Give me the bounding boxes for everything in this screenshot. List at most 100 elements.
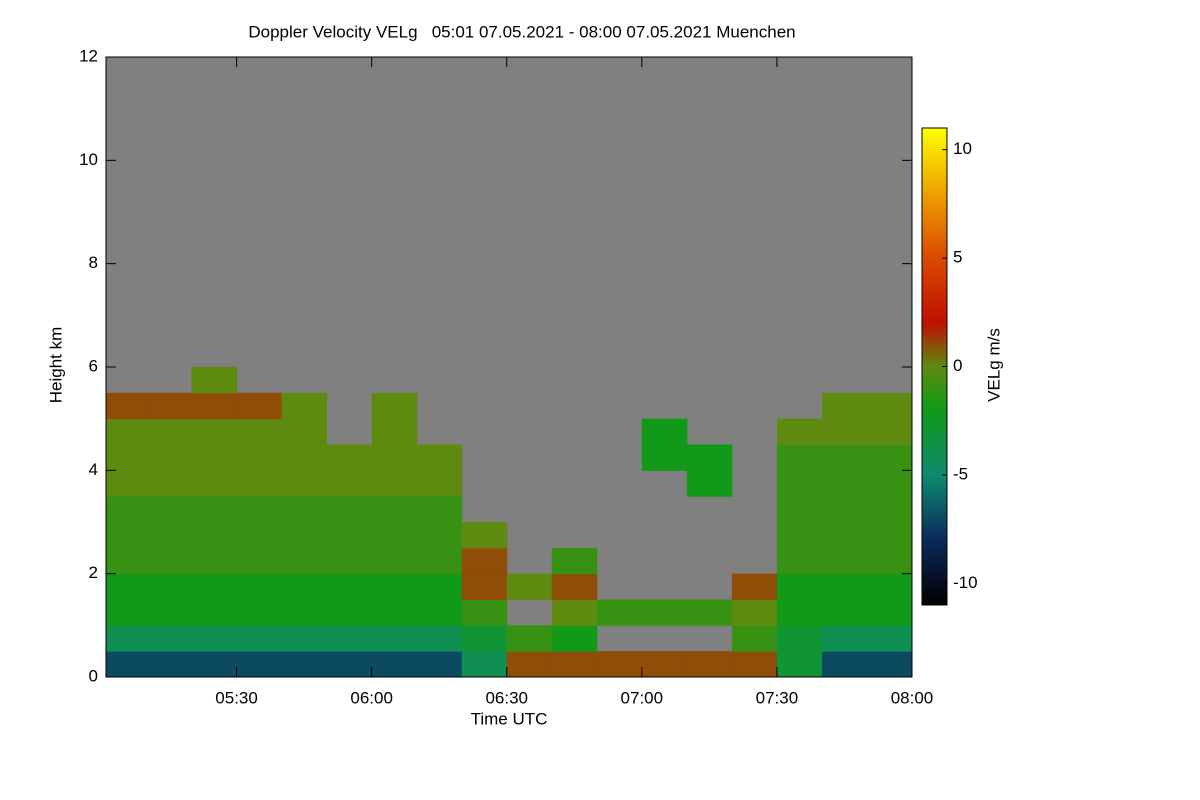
heatmap-cell [596, 651, 643, 677]
y-tick-label: 4 [89, 460, 98, 479]
heatmap-cell [641, 418, 688, 445]
heatmap-cell [641, 444, 688, 471]
heatmap-cell [416, 651, 463, 677]
heatmap-cell [146, 522, 193, 549]
heatmap-cell [281, 573, 328, 600]
heatmap-cell [236, 470, 283, 497]
heatmap-cell [326, 625, 373, 652]
heatmap-cell [416, 496, 463, 523]
heatmap-cell [731, 651, 778, 677]
colorbar-tick-label: 10 [953, 139, 972, 158]
heatmap-cell [191, 522, 238, 549]
heatmap-cell [551, 625, 598, 652]
heatmap-cell [106, 599, 148, 626]
heatmap-cell [866, 470, 912, 497]
heatmap-cell [281, 651, 328, 677]
heatmap-cell [416, 444, 463, 471]
colorbar-tick-label: -5 [953, 464, 968, 483]
heatmap-cell [106, 444, 148, 471]
heatmap-cell [866, 392, 912, 420]
heatmap-cell [371, 418, 418, 445]
heatmap-cell [866, 522, 912, 549]
heatmap-cell [371, 470, 418, 497]
heatmap-cell [281, 625, 328, 652]
heatmap-cell [281, 522, 328, 549]
heatmap-cell [106, 625, 148, 652]
heatmap-cell [106, 470, 148, 497]
heatmap-cell [821, 547, 868, 575]
heatmap-cell [821, 522, 868, 549]
heatmap-cell [866, 599, 912, 626]
heatmap-cell [281, 547, 328, 575]
heatmap-cell [776, 418, 823, 445]
heatmap-cell [416, 470, 463, 497]
heatmap-cell [146, 496, 193, 523]
y-axis-label: Height km [46, 327, 65, 404]
heatmap-cell [236, 496, 283, 523]
x-tick-label: 07:00 [621, 688, 664, 707]
heatmap-cell [146, 599, 193, 626]
colorbar-tick-label: 0 [953, 356, 962, 375]
heatmap-cell [281, 418, 328, 445]
heatmap-cell [236, 573, 283, 600]
y-tick-label: 12 [79, 46, 98, 65]
heatmap-cell [191, 367, 238, 394]
heatmap-cell [146, 470, 193, 497]
heatmap-cell [371, 522, 418, 549]
heatmap-cell [191, 599, 238, 626]
heatmap-cell [686, 651, 733, 677]
heatmap-cell [731, 625, 778, 652]
heatmap-cell [236, 625, 283, 652]
colorbar-tick-label: -10 [953, 573, 978, 592]
heatmap-cell [776, 470, 823, 497]
colorbar-label: VELg m/s [984, 328, 1003, 402]
heatmap-cell [106, 392, 148, 420]
heatmap-cell [776, 599, 823, 626]
x-tick-label: 08:00 [891, 688, 934, 707]
heatmap-cell [326, 522, 373, 549]
heatmap-cell [776, 522, 823, 549]
heatmap-cell [371, 651, 418, 677]
heatmap-cell [106, 496, 148, 523]
y-tick-label: 6 [89, 356, 98, 375]
heatmap-cell [731, 599, 778, 626]
heatmap-cell [371, 547, 418, 575]
heatmap-cell [371, 496, 418, 523]
x-tick-label: 06:30 [485, 688, 528, 707]
y-tick-label: 0 [89, 666, 98, 685]
heatmap-cell [416, 599, 463, 626]
heatmap-cell [416, 573, 463, 600]
heatmap-cell [106, 418, 148, 445]
heatmap-cell [866, 444, 912, 471]
heatmap-cell [776, 496, 823, 523]
heatmap-cell [551, 573, 598, 600]
heatmap-cell [506, 573, 553, 600]
heatmap-cell [191, 547, 238, 575]
heatmap-cell [236, 547, 283, 575]
heatmap-cell [191, 651, 238, 677]
heatmap-cell [641, 651, 688, 677]
heatmap-cell [106, 651, 148, 677]
heatmap-cell [461, 651, 508, 677]
x-tick-label: 06:00 [350, 688, 393, 707]
heatmap-cell [326, 547, 373, 575]
heatmap-cell [146, 392, 193, 420]
heatmap-cell [371, 392, 418, 420]
heatmap-cell [146, 573, 193, 600]
heatmap-cell [686, 470, 733, 497]
heatmap-cell [416, 522, 463, 549]
heatmap-cell [236, 418, 283, 445]
heatmap-cell [146, 444, 193, 471]
heatmap-cell [326, 444, 373, 471]
heatmap-cell [596, 599, 643, 626]
heatmap-cell [506, 625, 553, 652]
heatmap-cell [821, 625, 868, 652]
heatmap-cell [191, 496, 238, 523]
heatmap-cell [776, 625, 823, 652]
heatmap-cell [821, 392, 868, 420]
heatmap-cell [236, 522, 283, 549]
heatmap-cell [866, 573, 912, 600]
heatmap-cell [281, 392, 328, 420]
heatmap-cell [866, 496, 912, 523]
heatmap-cell [106, 522, 148, 549]
